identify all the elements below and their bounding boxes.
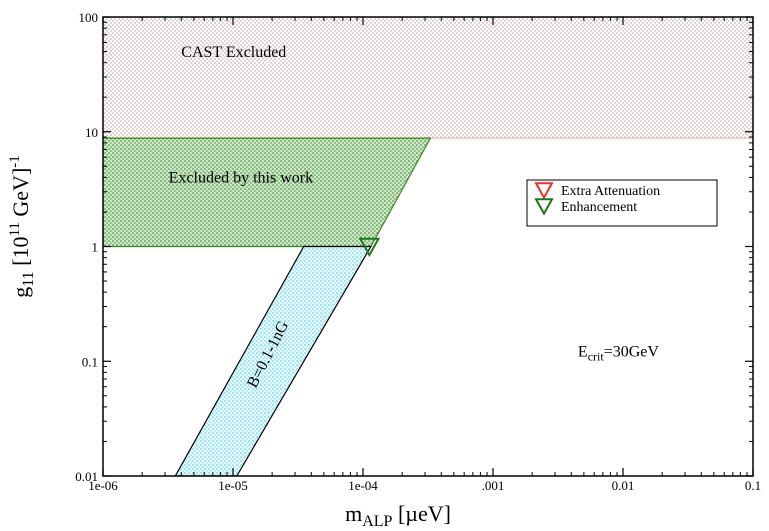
region-label-cast: CAST Excluded <box>181 44 286 61</box>
x-tick-label: 0.1 <box>745 478 761 493</box>
legend-box <box>526 179 718 227</box>
y-label-open: [10 <box>8 237 33 272</box>
regions <box>103 17 753 476</box>
markers <box>358 237 381 258</box>
ecrit-sub: crit <box>588 350 605 364</box>
legend-label: Extra Attenuation <box>561 184 660 199</box>
ecrit-annotation: Ecrit=30GeV <box>578 344 659 364</box>
legend-marker <box>534 198 554 216</box>
y-tick-label: 0.01 <box>75 469 98 484</box>
y-tick-label: 0.1 <box>82 354 98 369</box>
legend-marker <box>534 182 554 200</box>
y-label-main: g <box>8 287 33 298</box>
y-label-sub: 11 <box>20 271 37 286</box>
x-label-unit: [µeV] <box>392 501 450 526</box>
ecrit-main: E <box>578 344 588 361</box>
y-label-sup2: -1 <box>7 155 23 168</box>
x-axis-label: mALP [µeV] <box>345 501 451 530</box>
legend-label: Enhancement <box>561 200 637 215</box>
y-axis-label: g11 [1011 GeV]-1 <box>7 155 37 298</box>
x-label-main: m <box>345 501 362 526</box>
y-label-sup: 11 <box>7 222 23 236</box>
x-label-sub: ALP <box>362 513 392 530</box>
axis-ticks: 1e-06 1e-05 1e-04 .001 0.01 0.1 0.01 0.1 1 10 100 <box>75 10 761 493</box>
region-band <box>174 245 372 476</box>
x-tick-label: 1e-04 <box>348 478 378 493</box>
x-tick-label: 1e-06 <box>88 478 118 493</box>
y-label-mid: GeV] <box>8 168 33 222</box>
x-tick-label: 1e-05 <box>218 478 248 493</box>
y-tick-label: 10 <box>85 125 98 140</box>
region-label-this_work: Excluded by this work <box>169 170 313 187</box>
ecrit-rest: =30GeV <box>604 344 660 361</box>
y-tick-label: 100 <box>79 10 99 25</box>
region-this_work <box>103 137 432 248</box>
x-tick-label: .001 <box>482 478 505 493</box>
region-cast <box>103 17 753 139</box>
x-tick-label: 0.01 <box>612 478 635 493</box>
y-tick-label: 1 <box>92 240 99 255</box>
marker-enh <box>358 237 381 258</box>
